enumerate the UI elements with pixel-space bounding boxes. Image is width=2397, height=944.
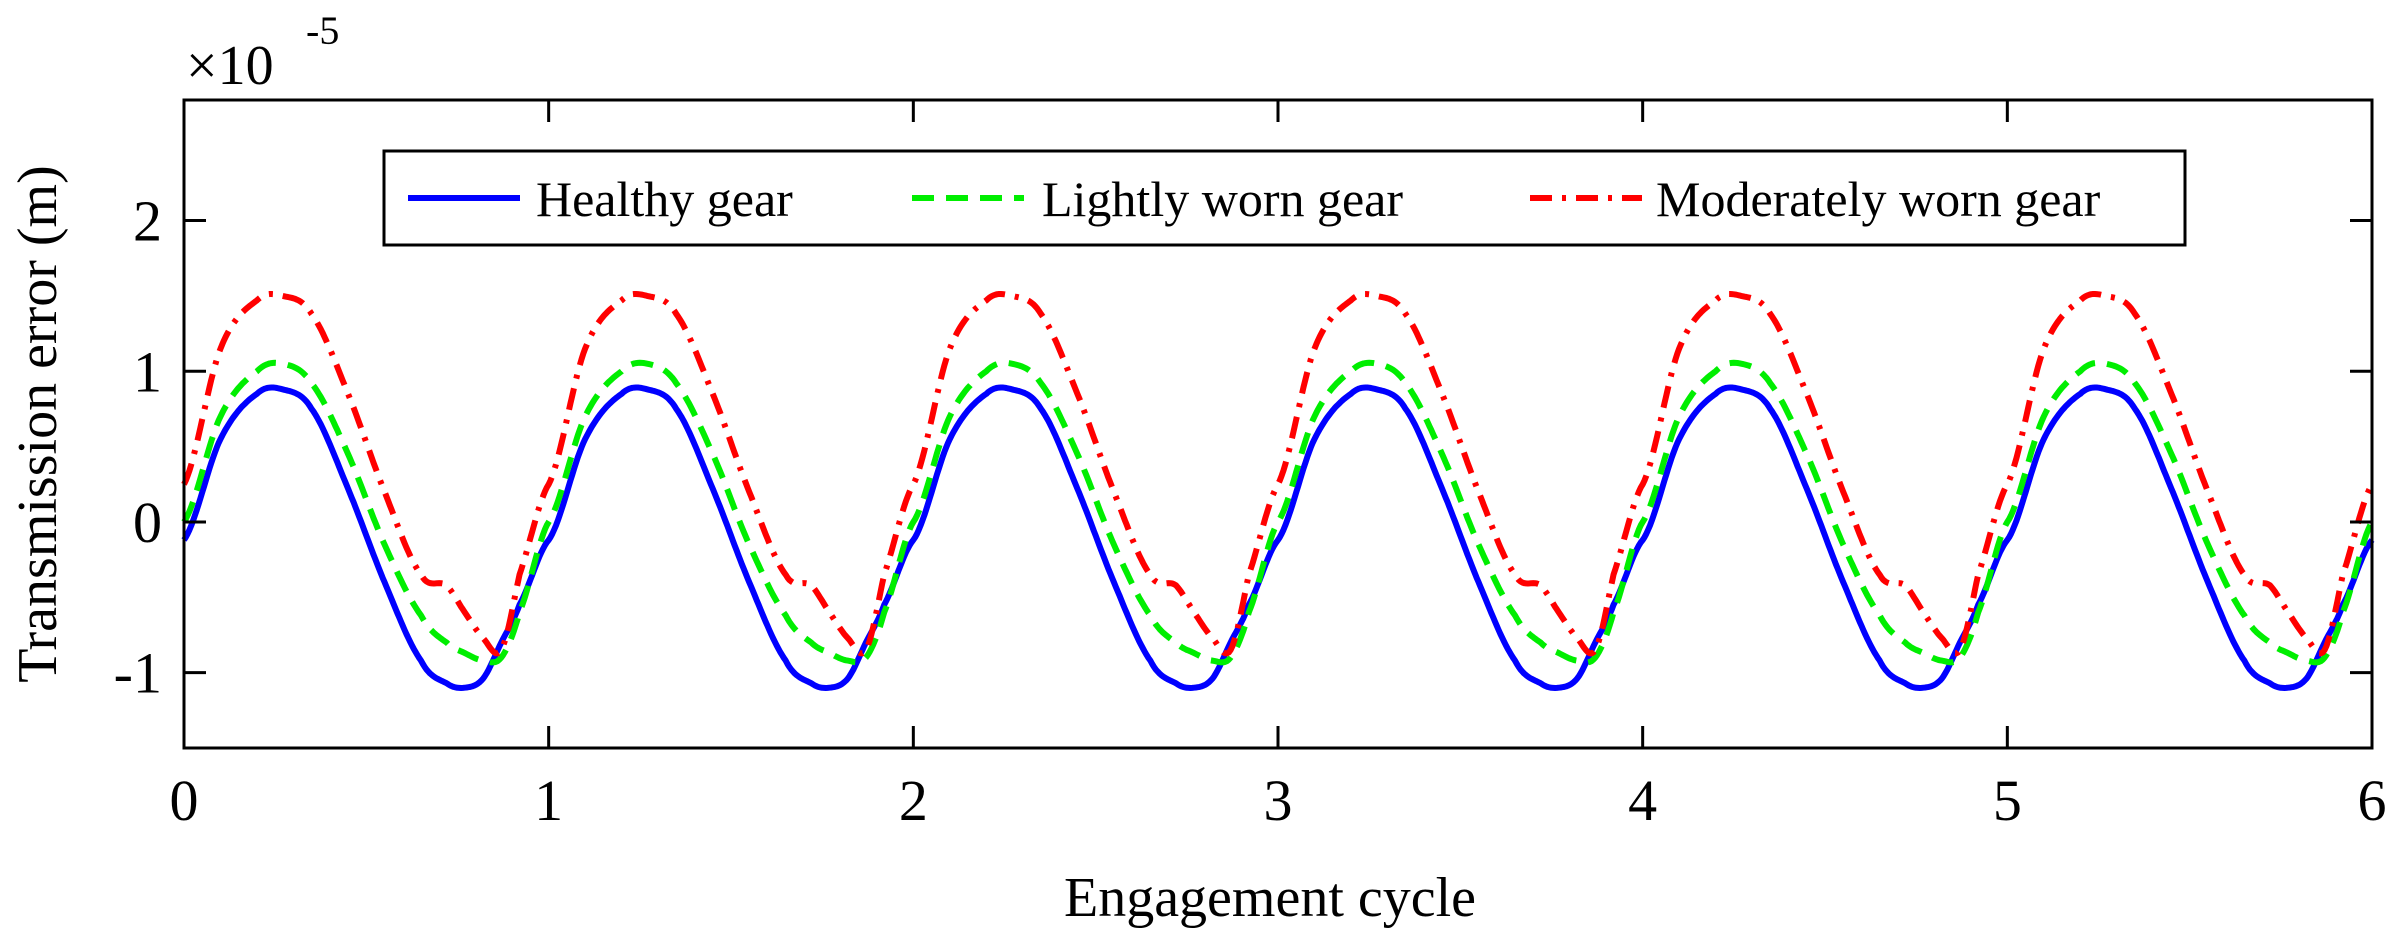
x-tick-label: 5: [1993, 768, 2022, 833]
legend: Healthy gear Lightly worn gear Moderatel…: [382, 149, 2187, 247]
y-exponent-base: ×10: [186, 35, 274, 97]
y-exponent: ×10 -5: [186, 8, 339, 97]
x-tick-label: 2: [899, 768, 928, 833]
series-line-2: [181, 291, 2375, 657]
x-tick-label: 3: [1264, 768, 1293, 833]
x-tick-label: 0: [170, 768, 199, 833]
x-tick-label: 4: [1628, 768, 1657, 833]
legend-label-healthy: Healthy gear: [536, 171, 793, 227]
legend-box: [382, 149, 2187, 247]
y-axis-label: Transmission error (m): [7, 165, 69, 682]
x-axis-label: Engagement cycle: [1064, 867, 1476, 929]
legend-label-lightly-worn: Lightly worn gear: [1042, 171, 1403, 227]
y-tick-label: -1: [114, 641, 162, 706]
legend-label-moderately-worn: Moderately worn gear: [1656, 171, 2101, 227]
series-layer: [181, 291, 2375, 691]
series-line-1: [181, 359, 2375, 666]
y-tick-label: 0: [133, 490, 162, 555]
y-tick-label: 1: [133, 339, 162, 404]
y-tick-label: 2: [133, 189, 162, 254]
x-tick-label: 6: [2358, 768, 2387, 833]
x-tick-label: 1: [534, 768, 563, 833]
series-line-0: [181, 384, 2375, 691]
y-exponent-power: -5: [306, 8, 339, 53]
